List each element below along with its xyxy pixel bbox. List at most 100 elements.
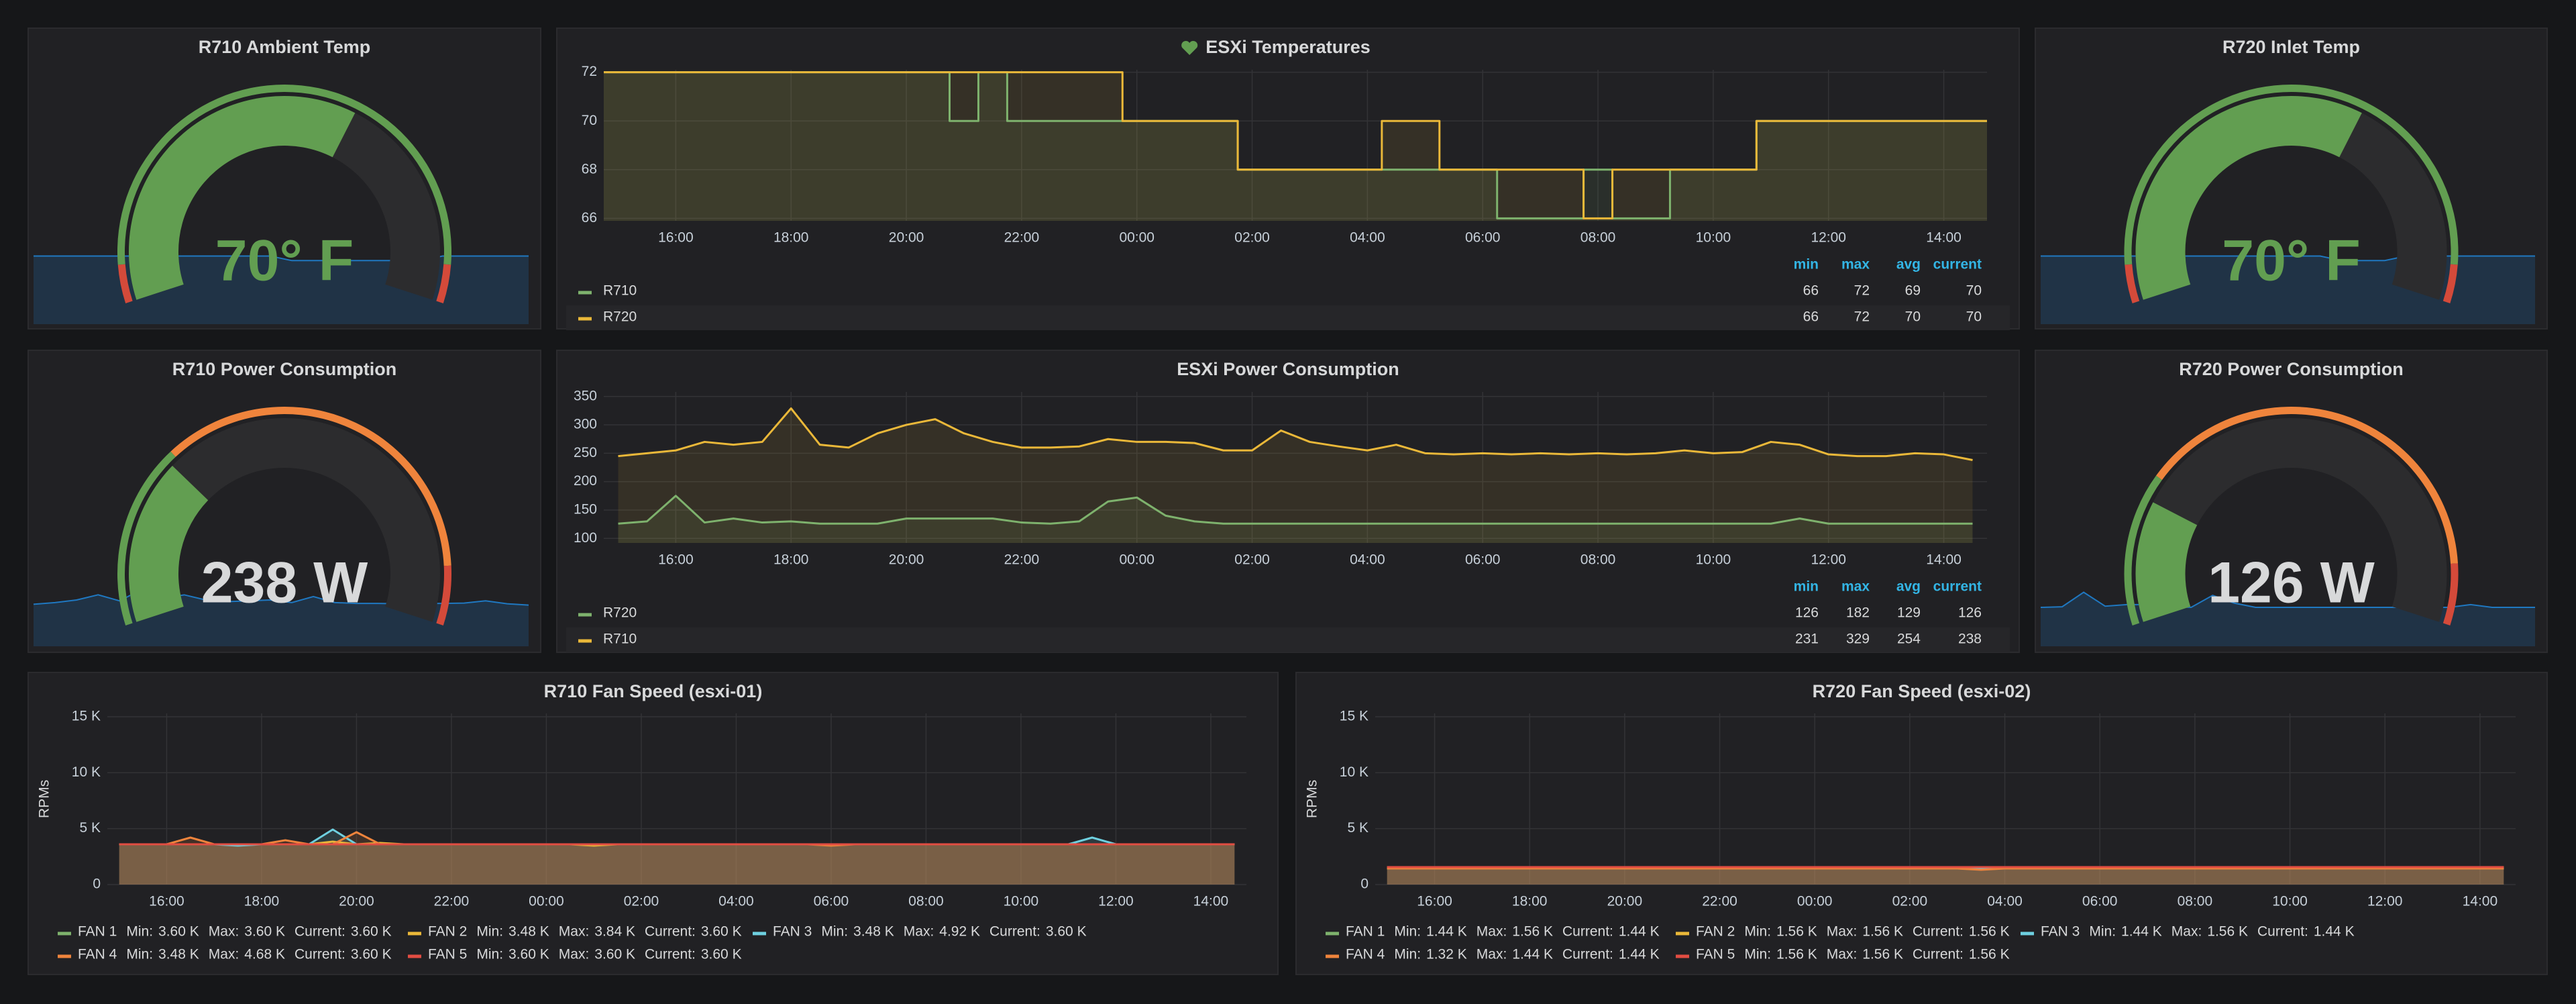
threshold-ring bbox=[2443, 563, 2459, 625]
legend-stat-label: Min: bbox=[126, 947, 153, 962]
x-tick-label: 04:00 bbox=[1350, 230, 1385, 246]
legend-header: max bbox=[1841, 579, 1870, 595]
gauge-value bbox=[129, 96, 356, 300]
legend-header: min bbox=[1794, 579, 1819, 595]
x-tick-label: 20:00 bbox=[1607, 894, 1643, 909]
legend-header: avg bbox=[1896, 579, 1921, 595]
legend-stat: 1.56 K bbox=[1776, 924, 1817, 940]
legend-stat: 3.60 K bbox=[701, 947, 742, 962]
legend-row-stripe bbox=[566, 305, 2010, 330]
legend-stat-label: Min: bbox=[1394, 924, 1421, 940]
panel-title: R720 Fan Speed (esxi-02) bbox=[1813, 681, 2031, 701]
status-icon bbox=[1181, 40, 1198, 55]
legend-stat: 3.84 K bbox=[594, 924, 635, 940]
legend-stat-label: Current: bbox=[2257, 924, 2308, 940]
legend-stat: 1.44 K bbox=[2121, 924, 2162, 940]
legend-stat: 1.44 K bbox=[2314, 924, 2355, 940]
legend-stat-label: Current: bbox=[1913, 947, 1964, 962]
legend-name: FAN 4 bbox=[1346, 947, 1385, 962]
legend-stat: 1.44 K bbox=[1619, 924, 1660, 940]
series-fill bbox=[618, 495, 1973, 543]
threshold-ring bbox=[2125, 264, 2140, 303]
gauge-value-label: 126 W bbox=[2208, 551, 2375, 615]
x-tick-label: 14:00 bbox=[1926, 230, 1962, 246]
legend-stat: 3.60 K bbox=[351, 924, 392, 940]
legend-stat: 1.56 K bbox=[1969, 947, 2010, 962]
legend-stat-label: Current: bbox=[294, 924, 345, 940]
series-fill bbox=[119, 844, 1235, 885]
legend-stat: 70 bbox=[1905, 309, 1921, 325]
x-tick-label: 12:00 bbox=[2367, 894, 2403, 909]
legend-stat: 3.60 K bbox=[244, 924, 285, 940]
y-axis-label: RPMs bbox=[1305, 780, 1320, 818]
x-tick-label: 10:00 bbox=[1696, 230, 1731, 246]
legend-stat: 1.44 K bbox=[1426, 924, 1467, 940]
legend-stat: 72 bbox=[1854, 309, 1870, 325]
legend-stat-label: Max: bbox=[904, 924, 934, 940]
series-fill bbox=[1387, 867, 2504, 885]
series-fill bbox=[119, 842, 1235, 885]
x-tick-label: 12:00 bbox=[1811, 230, 1846, 246]
gauge-value-label: 70° F bbox=[2222, 229, 2360, 293]
threshold-ring bbox=[117, 264, 133, 303]
legend-stat: 1.56 K bbox=[1862, 924, 1903, 940]
series-fill bbox=[119, 830, 1235, 885]
legend-stat-label: Min: bbox=[1394, 947, 1421, 962]
threshold-ring bbox=[2443, 264, 2458, 303]
legend-name: R720 bbox=[603, 605, 637, 621]
sparkline-fill bbox=[2041, 592, 2535, 646]
legend-stat-label: Current: bbox=[294, 947, 345, 962]
legend-name: R710 bbox=[603, 283, 637, 299]
legend-name: FAN 2 bbox=[428, 924, 467, 940]
legend-header: current bbox=[1933, 579, 1982, 595]
legend-stat-label: Min: bbox=[1744, 947, 1771, 962]
x-tick-label: 00:00 bbox=[1119, 552, 1155, 568]
x-tick-label: 18:00 bbox=[773, 552, 809, 568]
legend-stat-label: Max: bbox=[1477, 947, 1507, 962]
legend-stat: 129 bbox=[1897, 605, 1921, 621]
legend-stat-label: Max: bbox=[2171, 924, 2202, 940]
panel bbox=[1295, 672, 2548, 975]
x-tick-label: 18:00 bbox=[773, 230, 809, 246]
legend-stat: 3.48 K bbox=[508, 924, 549, 940]
panel bbox=[556, 28, 2020, 330]
legend-stat-label: Min: bbox=[2089, 924, 2116, 940]
y-tick-label: 0 bbox=[93, 876, 101, 892]
x-tick-label: 16:00 bbox=[1417, 894, 1452, 909]
legend-stat-label: Max: bbox=[559, 924, 590, 940]
y-tick-label: 0 bbox=[1360, 876, 1368, 892]
x-tick-label: 02:00 bbox=[1892, 894, 1928, 909]
legend-stat: 70 bbox=[1966, 283, 1982, 299]
legend-stat: 126 bbox=[1795, 605, 1819, 621]
legend-stat: 66 bbox=[1803, 309, 1819, 325]
panel-title: R720 Inlet Temp bbox=[2222, 37, 2360, 57]
x-tick-label: 08:00 bbox=[2178, 894, 2213, 909]
x-tick-label: 14:00 bbox=[1926, 552, 1962, 568]
series-fill bbox=[618, 408, 1973, 543]
x-tick-label: 16:00 bbox=[658, 230, 694, 246]
x-tick-label: 22:00 bbox=[1004, 552, 1040, 568]
series-fill bbox=[1387, 868, 2504, 885]
threshold-ring bbox=[2124, 475, 2162, 625]
x-tick-label: 08:00 bbox=[1580, 552, 1616, 568]
legend-stat: 3.60 K bbox=[1046, 924, 1087, 940]
legend-stat-label: Max: bbox=[1827, 924, 1858, 940]
threshold-ring bbox=[436, 565, 451, 625]
series-line bbox=[604, 71, 1987, 219]
legend-stat-label: Current: bbox=[1562, 947, 1613, 962]
x-tick-label: 18:00 bbox=[1512, 894, 1548, 909]
legend-name: FAN 2 bbox=[1696, 924, 1735, 940]
y-axis-label: RPMs bbox=[37, 780, 52, 818]
y-tick-label: 10 K bbox=[1340, 764, 1368, 780]
legend-stat: 3.60 K bbox=[508, 947, 549, 962]
legend-stat: 4.68 K bbox=[244, 947, 285, 962]
legend-stat: 1.44 K bbox=[1512, 947, 1553, 962]
series-line bbox=[618, 407, 1973, 461]
legend-stat-label: Max: bbox=[1477, 924, 1507, 940]
x-tick-label: 18:00 bbox=[244, 894, 280, 909]
x-tick-label: 00:00 bbox=[1797, 894, 1833, 909]
threshold-ring bbox=[170, 407, 451, 566]
x-tick-label: 14:00 bbox=[1193, 894, 1229, 909]
legend-name: FAN 3 bbox=[773, 924, 812, 940]
